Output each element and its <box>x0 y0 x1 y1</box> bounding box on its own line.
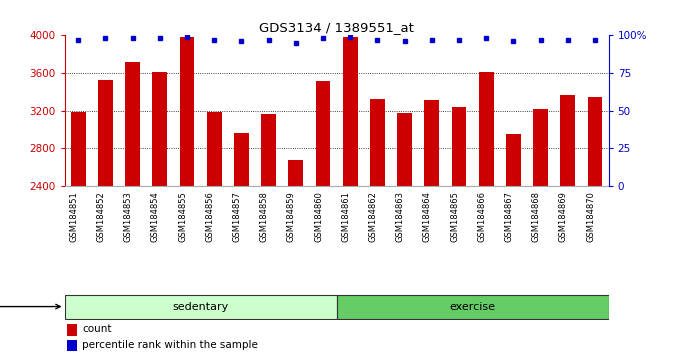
Text: GSM184852: GSM184852 <box>97 191 105 242</box>
Bar <box>152 72 167 186</box>
Title: GDS3134 / 1389551_at: GDS3134 / 1389551_at <box>259 21 414 34</box>
Bar <box>343 37 358 186</box>
Text: GSM184867: GSM184867 <box>505 191 513 242</box>
Bar <box>337 295 609 319</box>
Text: GSM184856: GSM184856 <box>205 191 214 242</box>
Text: GSM184862: GSM184862 <box>369 191 377 242</box>
Bar <box>125 62 140 186</box>
Bar <box>71 112 86 186</box>
Bar <box>370 99 385 186</box>
Text: sedentary: sedentary <box>173 302 228 312</box>
Text: exercise: exercise <box>449 302 496 312</box>
Text: GSM184864: GSM184864 <box>423 191 432 242</box>
Text: protocol: protocol <box>0 302 61 312</box>
Bar <box>67 324 77 336</box>
Bar <box>180 37 194 186</box>
Bar <box>67 340 77 351</box>
Bar <box>397 113 412 186</box>
Bar <box>506 134 521 186</box>
Text: GSM184868: GSM184868 <box>532 191 541 242</box>
Text: GSM184853: GSM184853 <box>124 191 133 242</box>
Text: GSM184860: GSM184860 <box>314 191 323 242</box>
Text: GSM184863: GSM184863 <box>396 191 405 242</box>
Text: GSM184866: GSM184866 <box>477 191 486 242</box>
Bar <box>65 295 337 319</box>
Text: count: count <box>82 325 112 335</box>
Bar <box>424 100 439 186</box>
Bar <box>316 81 330 186</box>
Bar <box>479 72 494 186</box>
Bar <box>588 97 602 186</box>
Bar <box>98 80 113 186</box>
Bar <box>533 109 548 186</box>
Text: GSM184870: GSM184870 <box>586 191 595 242</box>
Text: GSM184865: GSM184865 <box>450 191 459 242</box>
Bar <box>288 160 303 186</box>
Bar <box>261 114 276 186</box>
Bar <box>452 107 466 186</box>
Bar <box>234 133 249 186</box>
Text: GSM184869: GSM184869 <box>559 191 568 242</box>
Bar <box>560 95 575 186</box>
Text: GSM184855: GSM184855 <box>178 191 187 242</box>
Text: GSM184857: GSM184857 <box>233 191 241 242</box>
Text: percentile rank within the sample: percentile rank within the sample <box>82 340 258 350</box>
Text: GSM184854: GSM184854 <box>151 191 160 242</box>
Text: GSM184851: GSM184851 <box>69 191 78 242</box>
Text: GSM184858: GSM184858 <box>260 191 269 242</box>
Bar <box>207 112 222 186</box>
Text: GSM184859: GSM184859 <box>287 191 296 242</box>
Text: GSM184861: GSM184861 <box>341 191 350 242</box>
